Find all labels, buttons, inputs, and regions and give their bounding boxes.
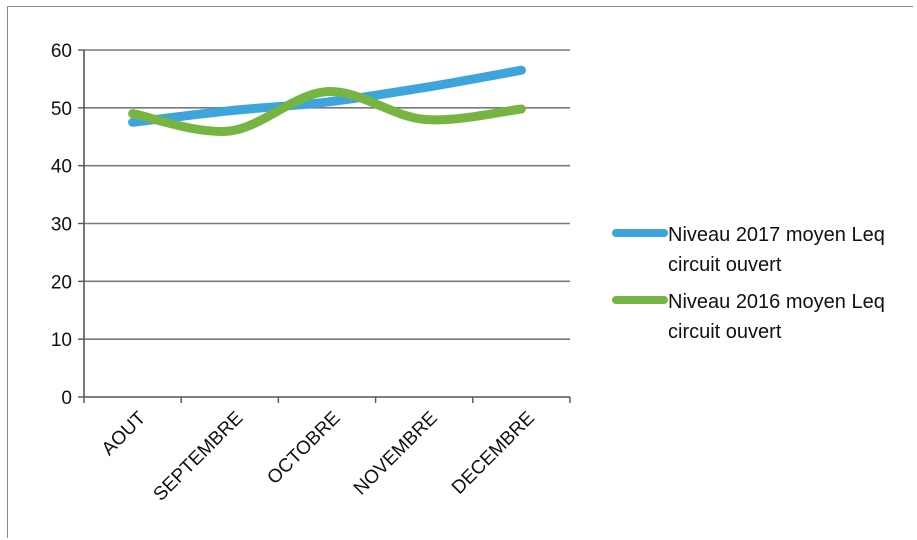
y-axis-ticks: 0 10 20 30 40 50 60	[51, 41, 72, 409]
gridlines	[84, 49, 570, 340]
axes	[78, 49, 571, 403]
chart-frame	[7, 6, 913, 538]
x-category-label: NOVEMBRE	[350, 408, 442, 500]
y-tick-label: 20	[51, 272, 72, 293]
x-axis-ticks: AOUT SEPTEMBRE OCTOBRE NOVEMBRE DECEMBRE	[98, 407, 539, 505]
y-tick-label: 60	[51, 41, 72, 62]
y-tick-label: 50	[51, 99, 72, 120]
y-tick-label: 30	[51, 215, 72, 236]
x-category-label: OCTOBRE	[263, 408, 344, 489]
y-tick-label: 10	[51, 330, 72, 351]
x-category-label: SEPTEMBRE	[150, 408, 248, 506]
x-category-label: AOUT	[98, 407, 150, 459]
y-tick-label: 0	[61, 388, 72, 409]
series-lines	[128, 65, 526, 136]
x-category-label: DECEMBRE	[448, 408, 539, 499]
y-tick-label: 40	[51, 157, 72, 178]
